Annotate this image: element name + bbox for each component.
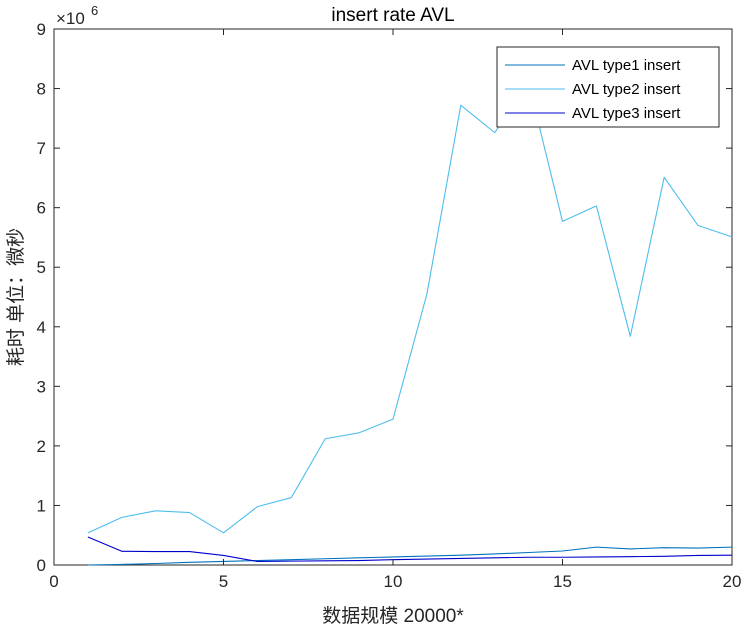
x-tick-label: 20 (723, 572, 742, 591)
legend-box (496, 46, 720, 128)
y-tick-label: 8 (37, 80, 46, 99)
y-exponent: ×10 6 (56, 3, 98, 28)
legend: AVL type1 insert AVL type2 insert AVL type… (496, 46, 720, 128)
y-tick-label: 7 (37, 139, 46, 158)
legend-label-1: AVL type1 insert (572, 57, 681, 74)
y-tick-label: 0 (37, 556, 46, 575)
series-line-1 (87, 546, 733, 566)
y-tick-label: 4 (37, 318, 46, 337)
y-ticks: 0 1 2 3 4 5 6 7 8 9 (37, 20, 732, 575)
series-line-2 (87, 82, 733, 534)
x-tick-label: 10 (384, 572, 403, 591)
y-tick-label: 3 (37, 377, 46, 396)
y-tick-label: 1 (37, 496, 46, 515)
legend-label-3: AVL type3 insert (572, 105, 681, 122)
x-tick-label: 15 (553, 572, 572, 591)
legend-label-2: AVL type2 insert (572, 81, 681, 98)
y-tick-label: 6 (37, 199, 46, 218)
x-axis-label: 数据规模 20000* (322, 605, 464, 627)
series-line-3 (87, 536, 733, 562)
y-tick-label: 5 (37, 258, 46, 277)
y-tick-label: 2 (37, 437, 46, 456)
chart-title: insert rate AVL (331, 5, 454, 26)
x-tick-label: 0 (49, 572, 58, 591)
y-axis-label: 耗时 单位：微秒 (5, 228, 27, 366)
x-ticks: 0 5 10 15 20 (49, 29, 741, 591)
y-exponent-power: 6 (91, 3, 98, 18)
y-tick-label: 9 (37, 20, 46, 39)
y-exponent-base: ×10 (56, 9, 85, 28)
x-tick-label: 5 (219, 572, 228, 591)
series-layer (87, 82, 733, 566)
